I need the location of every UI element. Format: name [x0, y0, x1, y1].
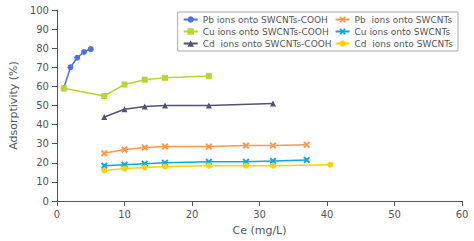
svg-text:Cd ions onto SWCNTs: Cd ions onto SWCNTs [355, 39, 454, 49]
svg-text:0: 0 [54, 209, 60, 220]
svg-text:Cu ions onto SWCNTs: Cu ions onto SWCNTs [355, 27, 451, 37]
svg-text:90: 90 [36, 24, 49, 35]
svg-text:Cd ions onto SWCNTs-COOH: Cd ions onto SWCNTs-COOH [203, 39, 332, 49]
svg-text:40: 40 [36, 119, 49, 130]
svg-text:80: 80 [36, 43, 49, 54]
svg-text:70: 70 [36, 62, 49, 73]
svg-text:60: 60 [36, 81, 49, 92]
svg-text:100: 100 [30, 5, 49, 16]
svg-text:50: 50 [36, 100, 49, 111]
svg-text:20: 20 [186, 209, 199, 220]
svg-text:10: 10 [36, 176, 49, 187]
svg-text:60: 60 [456, 209, 469, 220]
svg-text:30: 30 [36, 138, 49, 149]
svg-text:10: 10 [118, 209, 131, 220]
svg-text:50: 50 [388, 209, 401, 220]
svg-text:20: 20 [36, 157, 49, 168]
svg-text:Ce (mg/L): Ce (mg/L) [232, 224, 286, 237]
svg-text:Pb ions onto SWCNTs-COOH: Pb ions onto SWCNTs-COOH [203, 15, 328, 25]
svg-text:Adsorptivity (%): Adsorptivity (%) [7, 61, 20, 150]
svg-text:30: 30 [253, 209, 266, 220]
svg-text:40: 40 [321, 209, 334, 220]
svg-text:0: 0 [43, 196, 49, 207]
svg-text:Cu ions onto SWCNTs-COOH: Cu ions onto SWCNTs-COOH [203, 27, 329, 37]
svg-text:Pb ions onto SWCNTs: Pb ions onto SWCNTs [355, 15, 453, 25]
